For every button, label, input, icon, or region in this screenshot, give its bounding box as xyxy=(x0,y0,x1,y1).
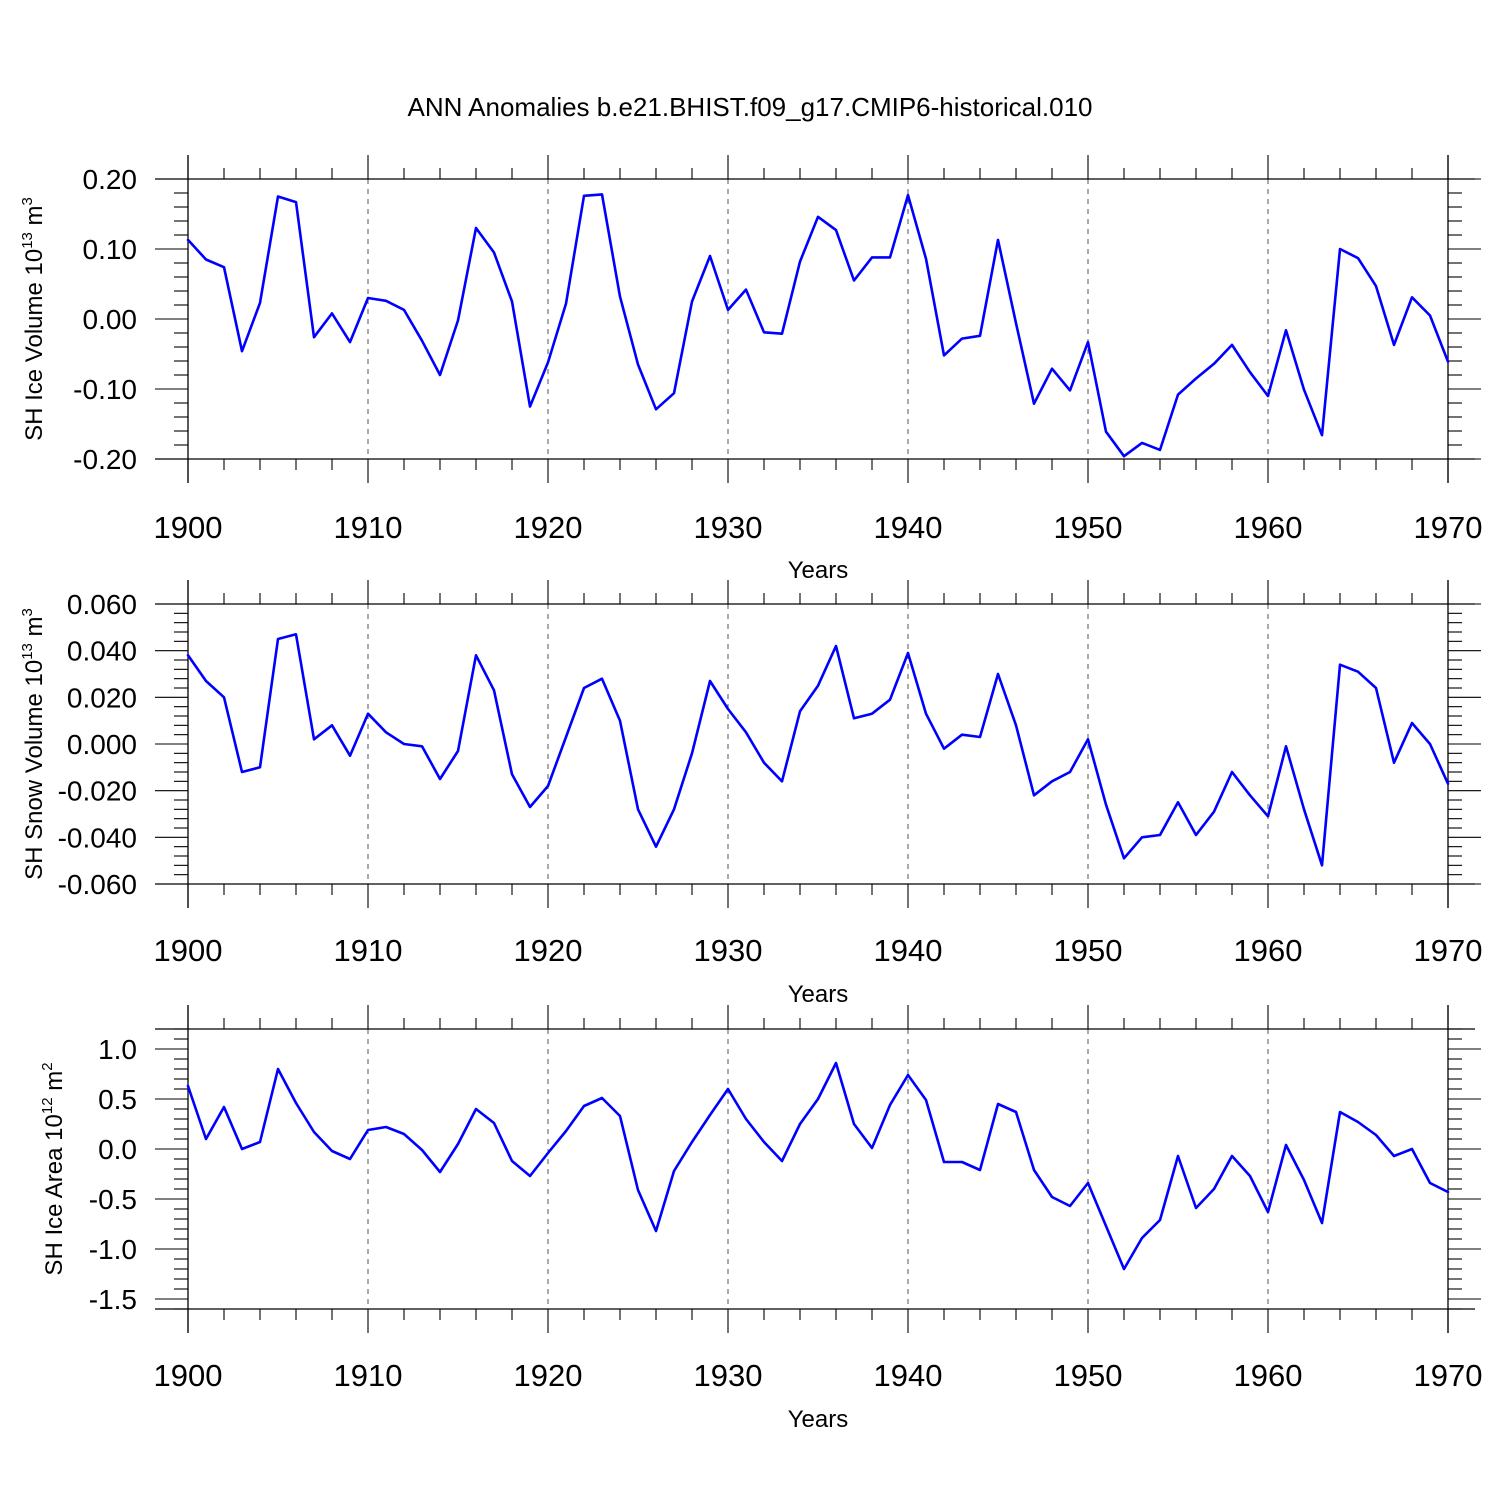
x-tick-label: 1930 xyxy=(694,1358,763,1393)
y-tick-label: -0.020 xyxy=(58,776,137,807)
y-tick-label: -0.040 xyxy=(58,822,137,853)
x-tick-label: 1940 xyxy=(874,510,943,545)
x-tick-label: 1940 xyxy=(874,1358,943,1393)
x-tick-label: 1920 xyxy=(514,1358,583,1393)
series-line xyxy=(186,193,1450,458)
y-tick-label: 0.20 xyxy=(83,164,138,195)
x-tick-label: 1900 xyxy=(154,933,223,968)
y-tick-label: -0.10 xyxy=(73,374,137,405)
x-tick-label: 1930 xyxy=(694,510,763,545)
y-tick-label: 0.0 xyxy=(98,1134,137,1165)
series-line xyxy=(186,632,1450,867)
panel-ice-volume: 1900 1910 1920 1930 1940 1950 1960 1970 0.20 0.10… xyxy=(19,155,1482,584)
figure-title: ANN Anomalies b.e21.BHIST.f09_g17.CMIP6-… xyxy=(407,92,1092,122)
y-tick-label: -1.0 xyxy=(89,1234,137,1265)
y-tick-label: 0.00 xyxy=(83,304,138,335)
x-tick-label: 1950 xyxy=(1054,933,1123,968)
x-tick-label: 1920 xyxy=(514,510,583,545)
x-tick-label: 1970 xyxy=(1414,1358,1483,1393)
x-tick-label: 1900 xyxy=(154,1358,223,1393)
y-tick-label: -0.20 xyxy=(73,444,137,475)
y-tick-label: 0.000 xyxy=(67,729,137,760)
x-axis-label: Years xyxy=(788,1406,849,1433)
x-tick-label: 1950 xyxy=(1054,1358,1123,1393)
y-axis-label: SH Ice Volume 1013 m3 xyxy=(19,197,48,441)
x-tick-label: 1900 xyxy=(154,510,223,545)
x-tick-label: 1920 xyxy=(514,933,583,968)
x-tick-label: 1910 xyxy=(334,1358,403,1393)
x-tick-label: 1910 xyxy=(334,510,403,545)
x-axis-label: Years xyxy=(788,557,849,584)
series-line xyxy=(186,1061,1450,1271)
y-tick-label: -0.060 xyxy=(58,869,137,900)
x-tick-label: 1940 xyxy=(874,933,943,968)
y-tick-label: 0.040 xyxy=(67,636,137,667)
panel-snow-volume: 1900 1910 1920 1930 1940 1950 1960 1970 0.060 0.0… xyxy=(19,580,1482,1008)
x-tick-label: 1970 xyxy=(1414,933,1483,968)
y-axis-label: SH Ice Area 1012 m2 xyxy=(39,1062,68,1275)
x-tick-label: 1960 xyxy=(1234,1358,1303,1393)
y-tick-label: -1.5 xyxy=(89,1284,137,1315)
x-tick-label: 1930 xyxy=(694,933,763,968)
y-tick-label: 0.10 xyxy=(83,234,138,265)
x-tick-label: 1910 xyxy=(334,933,403,968)
x-tick-label: 1960 xyxy=(1234,933,1303,968)
y-axis-label: SH Snow Volume 1013 m3 xyxy=(19,608,48,880)
x-tick-label: 1950 xyxy=(1054,510,1123,545)
y-tick-label: 0.5 xyxy=(98,1084,137,1115)
y-tick-label: 1.0 xyxy=(98,1034,137,1065)
x-tick-label: 1970 xyxy=(1414,510,1483,545)
y-tick-label: -0.5 xyxy=(89,1184,137,1215)
x-tick-label: 1960 xyxy=(1234,510,1303,545)
y-tick-label: 0.060 xyxy=(67,589,137,620)
y-tick-label: 0.020 xyxy=(67,682,137,713)
panel-ice-area: 1900 1910 1920 1930 1940 1950 1960 1970 1.0 0.5 0.… xyxy=(39,1005,1482,1433)
x-axis-label: Years xyxy=(788,981,849,1008)
